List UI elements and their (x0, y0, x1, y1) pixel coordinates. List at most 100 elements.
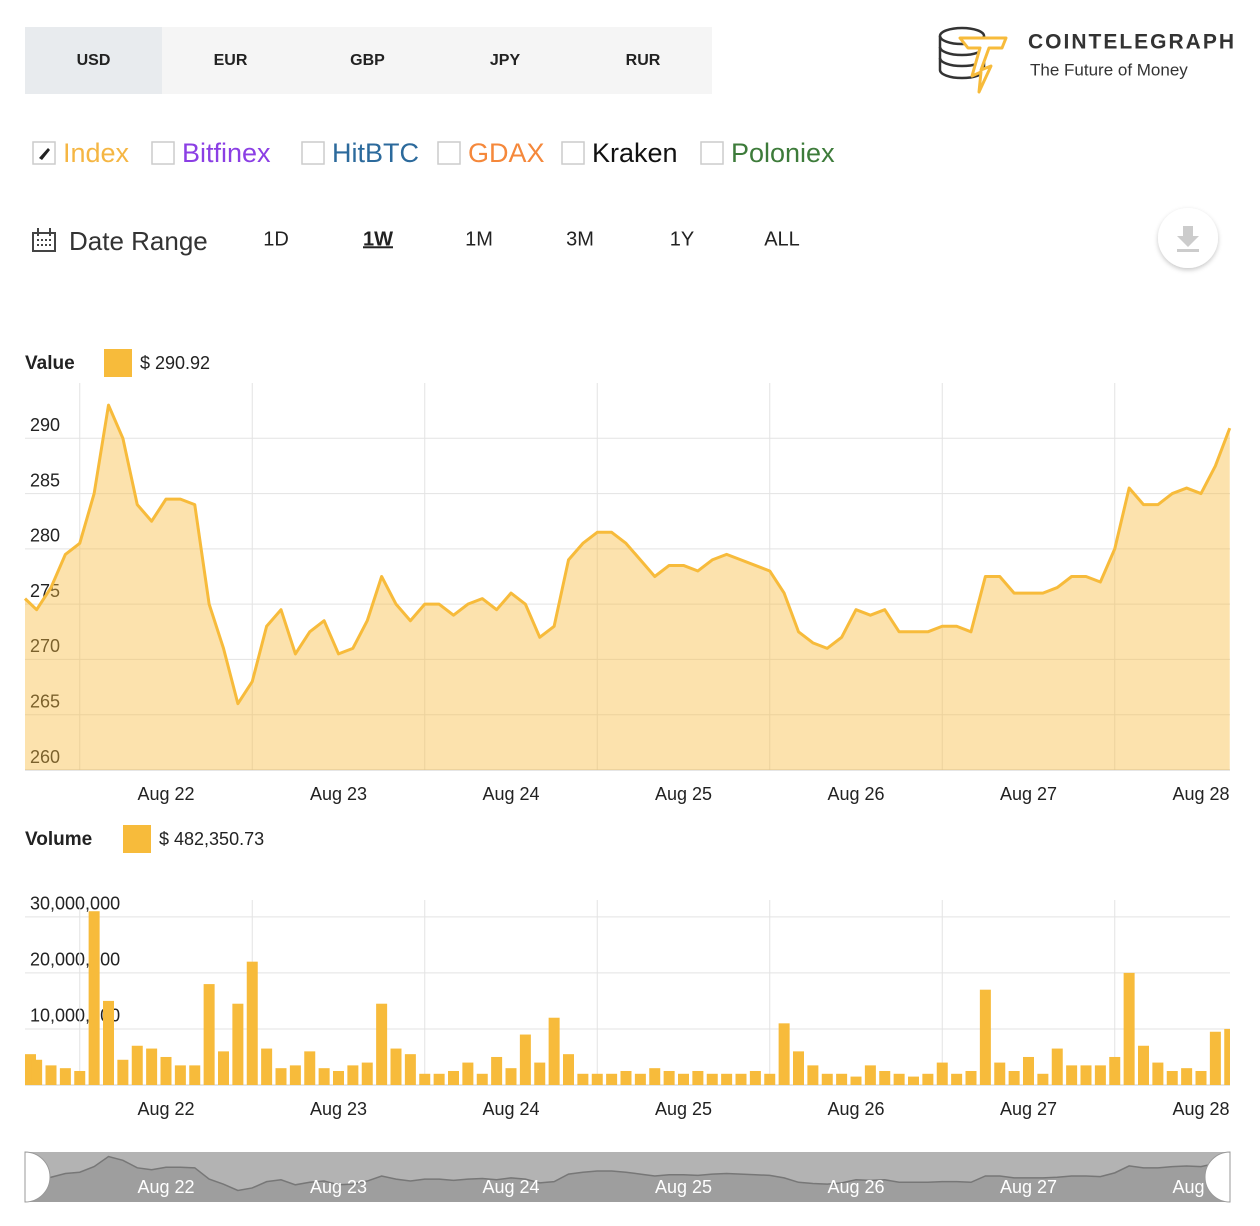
exchange-label[interactable]: Kraken (592, 138, 678, 168)
range-option[interactable]: ALL (764, 228, 800, 250)
x-tick-label: Aug 22 (137, 784, 194, 804)
calendar-icon (32, 228, 56, 252)
navigator-handle-left[interactable] (24, 1151, 51, 1203)
bar (1209, 1031, 1221, 1085)
checkbox[interactable] (301, 141, 325, 165)
navigator-handle-right[interactable] (1204, 1151, 1231, 1203)
checkmark (39, 148, 50, 160)
x-tick-label: Aug 28 (1172, 784, 1229, 804)
chart-title: Value (25, 353, 75, 374)
navigator-label: Aug 27 (1000, 1177, 1057, 1197)
bar (793, 1051, 804, 1085)
y-tick-label: 290 (30, 415, 60, 435)
bar (1051, 1048, 1063, 1085)
bar (1195, 1070, 1207, 1085)
bar (232, 1003, 244, 1085)
bar (505, 1068, 517, 1085)
bar (1080, 1065, 1092, 1085)
bar (218, 1051, 229, 1085)
currency-tab-active[interactable] (25, 27, 162, 94)
range-option[interactable]: 1W (363, 228, 393, 250)
checkbox[interactable] (561, 141, 585, 165)
exchange-label[interactable]: Bitfinex (182, 138, 271, 168)
bar (879, 1070, 891, 1085)
x-tick-label: Aug 27 (1000, 784, 1057, 804)
navigator-line (24, 1155, 1230, 1192)
bar (663, 1070, 675, 1085)
bar (1152, 1062, 1164, 1085)
area (25, 405, 1230, 770)
bar (649, 1068, 661, 1085)
bar (361, 1062, 373, 1085)
navigator-label: Aug 23 (310, 1177, 367, 1197)
currency-tab[interactable]: GBP (350, 52, 385, 69)
bar (979, 989, 991, 1085)
exchange-label[interactable]: GDAX (468, 138, 545, 168)
legend-swatch (123, 825, 151, 853)
range-option[interactable]: 1D (263, 228, 289, 250)
bar (160, 1056, 172, 1085)
navigator-label: Aug 22 (137, 1177, 194, 1197)
range-option[interactable]: 1M (465, 228, 493, 250)
exchange-label[interactable]: HitBTC (332, 138, 419, 168)
bar (606, 1073, 618, 1085)
download-button[interactable] (1158, 208, 1218, 268)
navigator-label: Aug 25 (655, 1177, 712, 1197)
bar (1008, 1070, 1020, 1085)
bar (261, 1048, 273, 1085)
bar (88, 911, 100, 1085)
currency-tab[interactable]: JPY (490, 52, 521, 69)
bar (678, 1073, 689, 1085)
bar (289, 1065, 301, 1085)
exchange-label[interactable]: Index (63, 138, 130, 168)
bar (548, 1017, 560, 1085)
bar (347, 1065, 359, 1085)
bar (146, 1048, 158, 1085)
exchange-label[interactable]: Poloniex (731, 138, 835, 168)
currency-tab[interactable]: EUR (214, 52, 248, 69)
checkbox[interactable] (151, 141, 175, 165)
bar (1138, 1045, 1149, 1085)
y-tick-label: 280 (30, 526, 60, 546)
x-tick-label: Aug 24 (482, 1099, 539, 1119)
bar (1109, 1056, 1121, 1085)
bar (203, 984, 215, 1085)
bar (749, 1070, 761, 1085)
bar (59, 1068, 71, 1085)
bar (591, 1073, 603, 1085)
bar (404, 1054, 416, 1085)
currency-tab[interactable]: USD (77, 52, 111, 69)
y-tick-label: 270 (30, 636, 60, 656)
bar (821, 1073, 833, 1085)
bar (275, 1068, 287, 1085)
bar (1094, 1065, 1106, 1085)
bar (864, 1065, 876, 1085)
checkbox[interactable] (437, 141, 461, 165)
bar (721, 1073, 733, 1085)
logo-name: COINTELEGRAPH (1028, 31, 1236, 54)
logo-icon (938, 26, 1008, 94)
x-tick-label: Aug 28 (1172, 1099, 1229, 1119)
bar (448, 1070, 459, 1085)
bar (1023, 1056, 1034, 1085)
checkbox[interactable] (700, 141, 724, 165)
bar (778, 1023, 790, 1085)
bar (994, 1062, 1006, 1085)
bar (908, 1076, 919, 1085)
bar (103, 1000, 114, 1085)
bar (764, 1073, 776, 1085)
bar (390, 1048, 402, 1085)
legend-value: $ 482,350.73 (159, 829, 264, 849)
bar (965, 1070, 977, 1085)
range-option[interactable]: 3M (566, 228, 594, 250)
range-option[interactable]: 1Y (670, 228, 694, 250)
legend-value: $ 290.92 (140, 353, 210, 373)
currency-tab[interactable]: RUR (626, 52, 661, 69)
bar (476, 1073, 488, 1085)
bar (25, 1054, 36, 1085)
line (23, 403, 1232, 706)
bar (634, 1073, 646, 1085)
bar (433, 1073, 445, 1085)
y-tick-label: 260 (30, 747, 60, 767)
bar (563, 1054, 574, 1085)
